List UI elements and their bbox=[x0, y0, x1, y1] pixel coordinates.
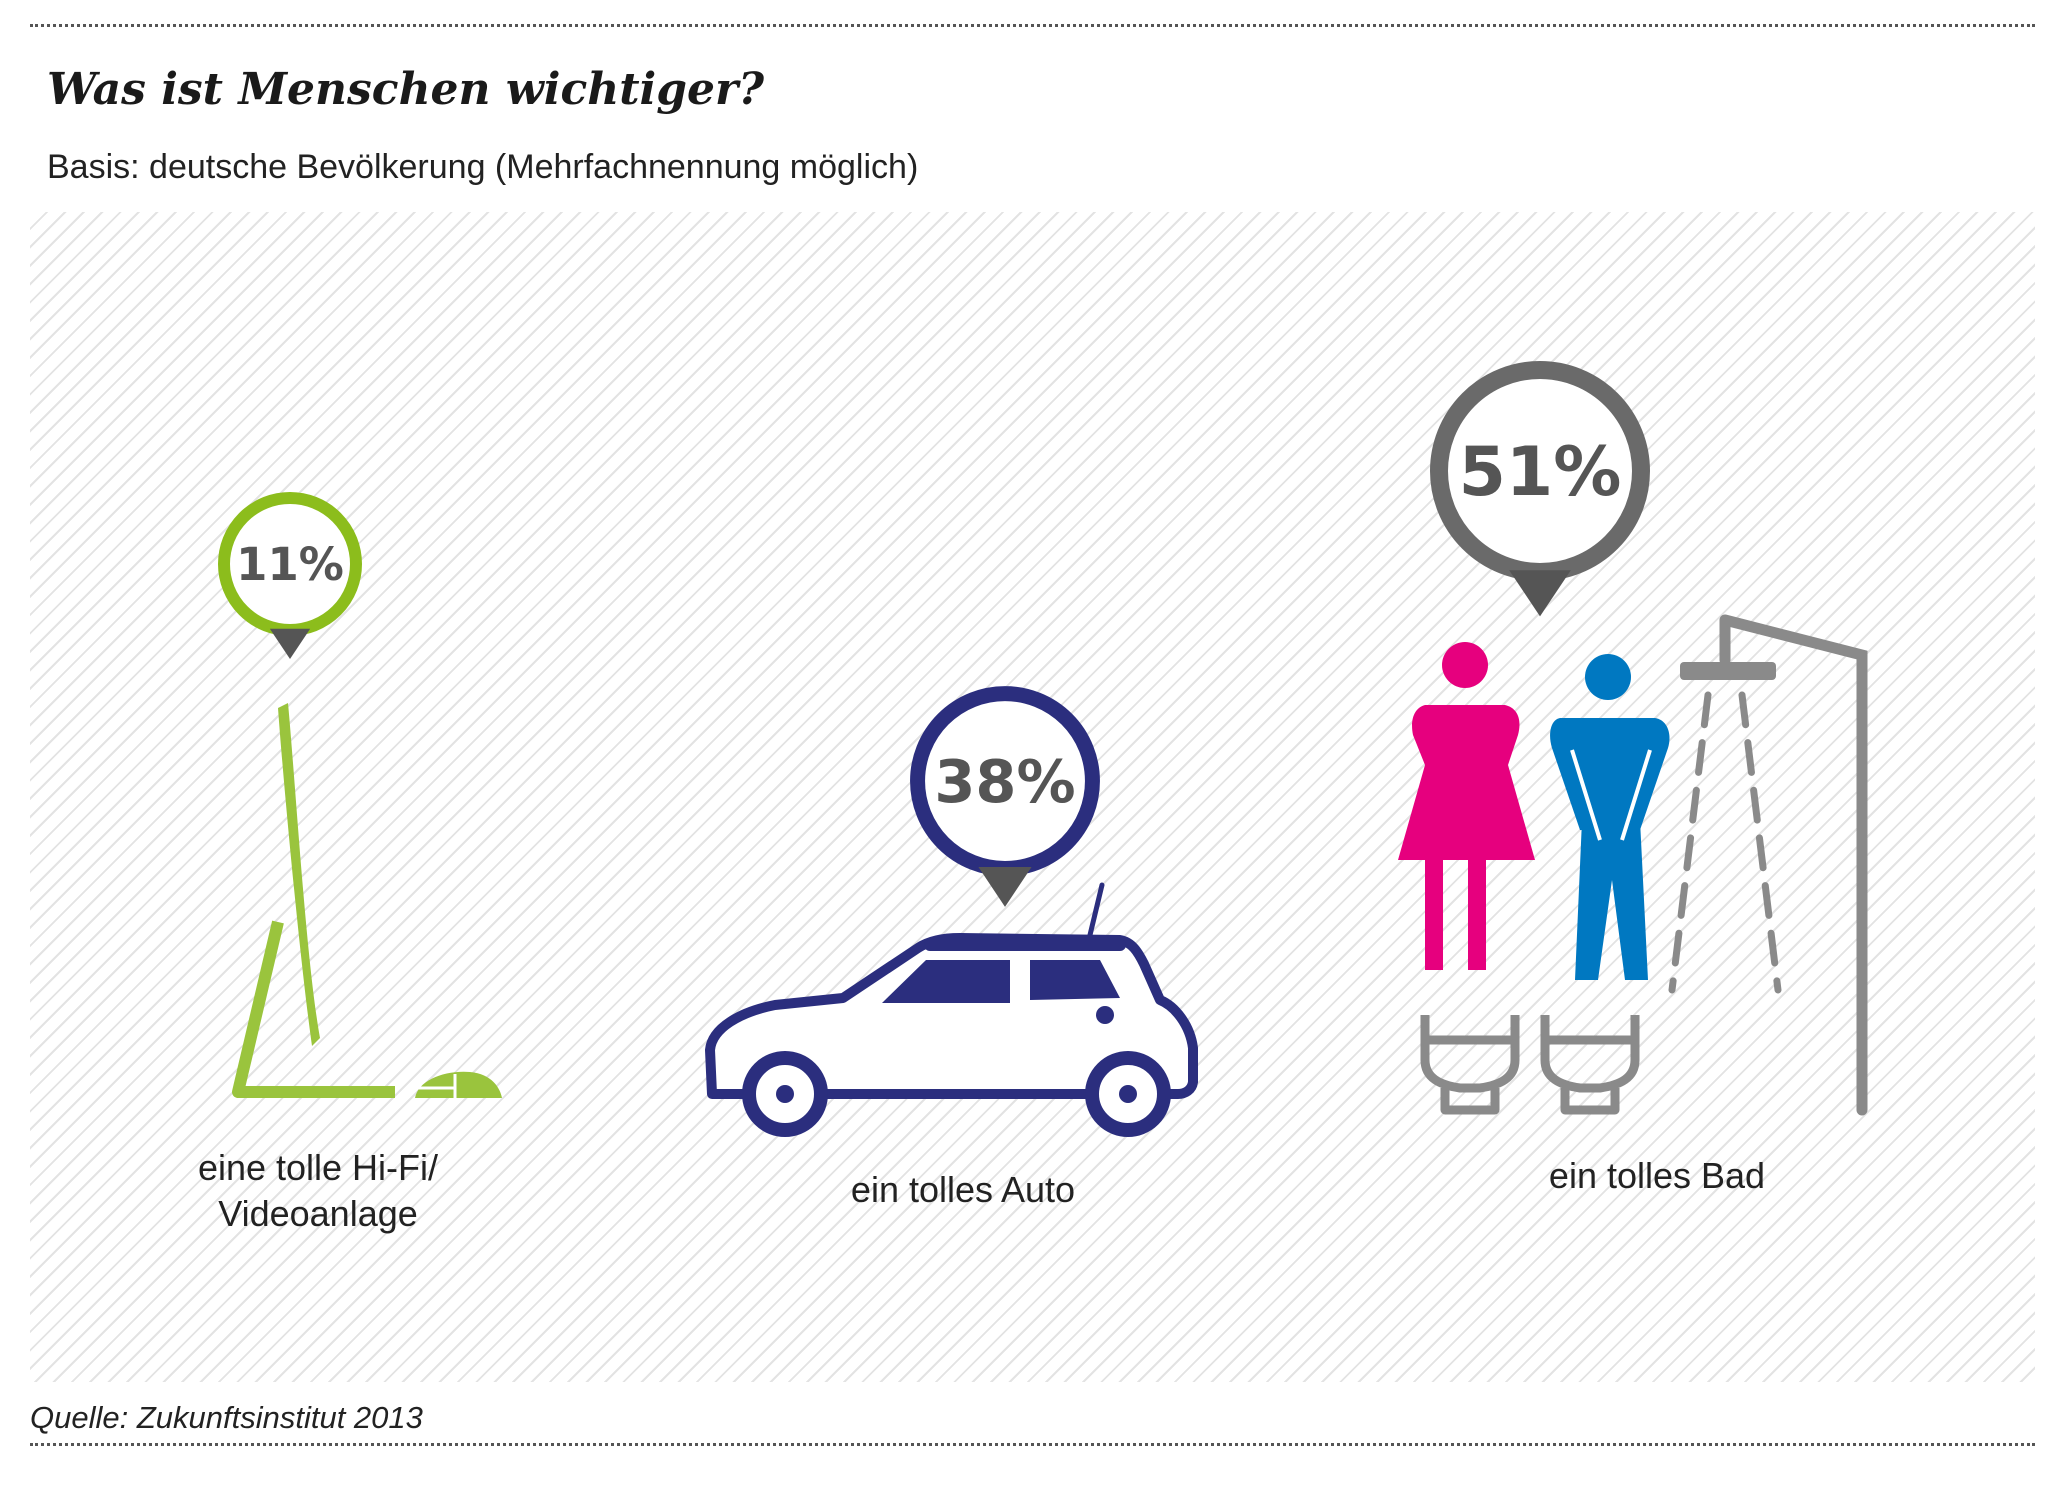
bathroom-icon bbox=[1398, 614, 1868, 1116]
bubble-pointer bbox=[978, 867, 1032, 907]
woman-dress bbox=[1398, 705, 1535, 860]
top-dotted-rule bbox=[30, 24, 2035, 27]
bubble-pointer bbox=[269, 628, 311, 660]
car-window-front bbox=[882, 960, 1010, 1003]
car-tail-light bbox=[1096, 1006, 1114, 1024]
computer-mouse bbox=[415, 1071, 502, 1098]
woman-figure bbox=[1398, 642, 1535, 970]
monitor-screen bbox=[278, 703, 320, 1046]
shower-water-right bbox=[1738, 691, 1782, 994]
value-bubble-1: 11% bbox=[218, 492, 362, 660]
man-torso bbox=[1550, 718, 1670, 830]
toilet-left bbox=[1420, 1015, 1520, 1115]
category-auto bbox=[705, 882, 1198, 1137]
category-label: ein tolles Bad bbox=[1549, 1155, 1765, 1196]
value-label: 11% bbox=[236, 538, 344, 591]
bottom-dotted-rule bbox=[30, 1443, 2035, 1446]
category-labels: eine tolle Hi-Fi/Videoanlage ein tolles A… bbox=[198, 1147, 1765, 1234]
monitor-stand bbox=[232, 920, 395, 1098]
source-note: Quelle: Zukunftsinstitut 2013 bbox=[30, 1400, 423, 1435]
man-head bbox=[1585, 654, 1631, 700]
car-hub-front bbox=[776, 1085, 794, 1103]
man-legs bbox=[1575, 820, 1648, 980]
bubble-pointer bbox=[1509, 570, 1571, 617]
car-antenna bbox=[1087, 882, 1105, 938]
shower-water-left bbox=[1668, 691, 1712, 994]
chart-title: Was ist Menschen wichtiger? bbox=[47, 64, 764, 115]
value-bubble-3: 51% bbox=[1430, 361, 1650, 617]
category-hifi bbox=[232, 703, 502, 1098]
value-bubbles: 11% 38% 51% bbox=[218, 361, 1650, 907]
car-hub-rear bbox=[1119, 1085, 1137, 1103]
woman-leg-right bbox=[1468, 858, 1486, 970]
man-arms bbox=[1570, 749, 1652, 841]
category-bad bbox=[1398, 614, 1868, 1116]
computer-monitor-icon bbox=[232, 703, 502, 1098]
woman-head bbox=[1442, 642, 1488, 688]
chart-subtitle: Basis: deutsche Bevölkerung (Mehrfachnen… bbox=[47, 148, 919, 186]
category-label: Videoanlage bbox=[218, 1193, 418, 1234]
shower-pipe bbox=[1719, 614, 1868, 1116]
category-label: eine tolle Hi-Fi/ bbox=[198, 1147, 438, 1188]
category-label: ein tolles Auto bbox=[851, 1169, 1075, 1210]
value-label: 51% bbox=[1459, 433, 1622, 512]
value-label: 38% bbox=[934, 747, 1075, 816]
woman-leg-left bbox=[1425, 858, 1443, 970]
man-figure bbox=[1550, 654, 1670, 980]
car-icon bbox=[705, 882, 1198, 1137]
toilet-right bbox=[1540, 1015, 1640, 1115]
shower-head bbox=[1680, 662, 1776, 680]
car-window-rear bbox=[1030, 960, 1120, 1000]
shower bbox=[1668, 614, 1868, 1116]
value-bubble-2: 38% bbox=[910, 686, 1100, 907]
